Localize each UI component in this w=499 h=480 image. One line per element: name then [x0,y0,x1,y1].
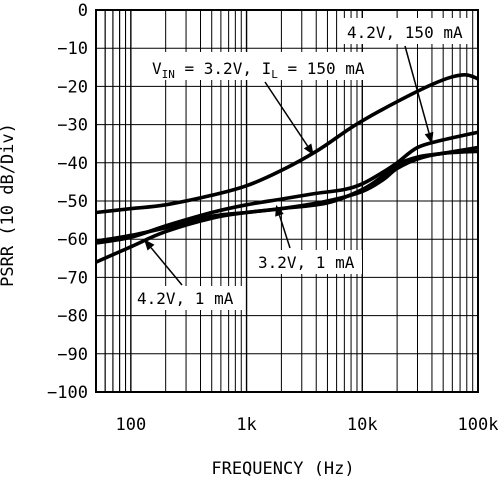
x-tick-label: 10k [347,415,378,435]
annotation-4v2-150ma: 4.2V, 150 mA [342,18,470,144]
x-tick-label: 100 [115,415,146,435]
y-tick-label: −70 [57,268,88,288]
x-tick-labels: 100 1k 10k 100k [115,415,498,435]
y-tick-label: −10 [57,39,88,59]
annotation-arrow-vin [264,81,309,147]
series-line-2 [95,130,479,245]
y-tick-label: −20 [57,77,88,97]
y-tick-label: −80 [57,307,88,327]
x-tick-label: 100k [458,415,499,435]
annotation-arrowhead-4v2-1ma [144,239,155,251]
svg-text:4.2V, 1 mA: 4.2V, 1 mA [137,289,234,308]
series-lines [95,73,479,264]
y-tick-label: −90 [57,345,88,365]
series-line-4 [95,149,479,264]
annotation-vin-3v2-150ma: VIN = 3.2V, IL = 150 mA [148,52,384,156]
series-line-1 [95,73,479,215]
annotation-arrowhead-vin [303,143,314,156]
y-tick-labels: 0 −10 −20 −30 −40 −50 −60 −70 −80 −90 −100 [47,1,88,403]
y-tick-label: −100 [47,383,88,403]
y-axis-title: PSRR (10 dB/Div) [0,123,18,287]
svg-text:4.2V, 150 mA: 4.2V, 150 mA [347,23,463,42]
annotation-arrow-4v2-150ma [404,45,430,134]
annotation-arrowhead-3v2-1ma [275,204,284,217]
y-tick-label: −30 [57,116,88,136]
y-tick-label: −60 [57,230,88,250]
annotation-4v2-1ma: 4.2V, 1 mA [133,239,245,310]
series-line-3 [95,145,479,243]
annotation-arrowhead-4v2-150ma [424,131,434,144]
y-tick-label: 0 [78,1,88,21]
annotation-arrow-4v2-1ma [150,247,183,286]
x-tick-label: 1k [236,415,256,435]
x-axis-title: FREQUENCY (Hz) [211,459,354,479]
y-tick-label: −40 [57,154,88,174]
annotation-arrow-3v2-1ma [278,215,291,249]
svg-text:VIN = 3.2V, IL = 150 mA: VIN = 3.2V, IL = 150 mA [152,59,365,81]
svg-text:3.2V, 1 mA: 3.2V, 1 mA [258,253,355,272]
y-tick-label: −50 [57,192,88,212]
plot-frame [95,9,479,393]
annotation-3v2-1ma: 3.2V, 1 mA [254,204,362,274]
